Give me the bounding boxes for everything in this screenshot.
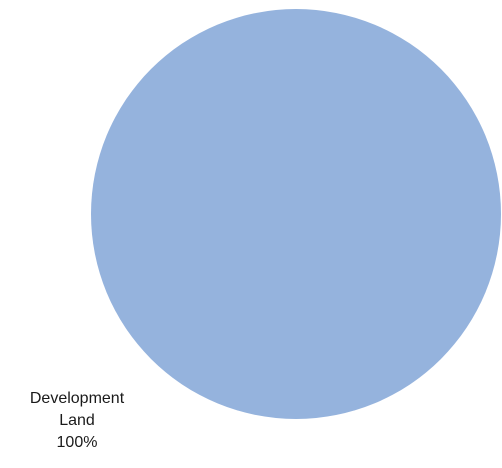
slice-label-percent: 100% <box>56 434 98 451</box>
slice-label-line-2: Land <box>59 412 95 429</box>
slice-label-line-1: Development <box>29 390 125 407</box>
slice-label-development-land: Development Land 100% <box>4 388 150 454</box>
pie-slices <box>91 9 501 419</box>
pie-slice-development-land <box>91 9 501 419</box>
